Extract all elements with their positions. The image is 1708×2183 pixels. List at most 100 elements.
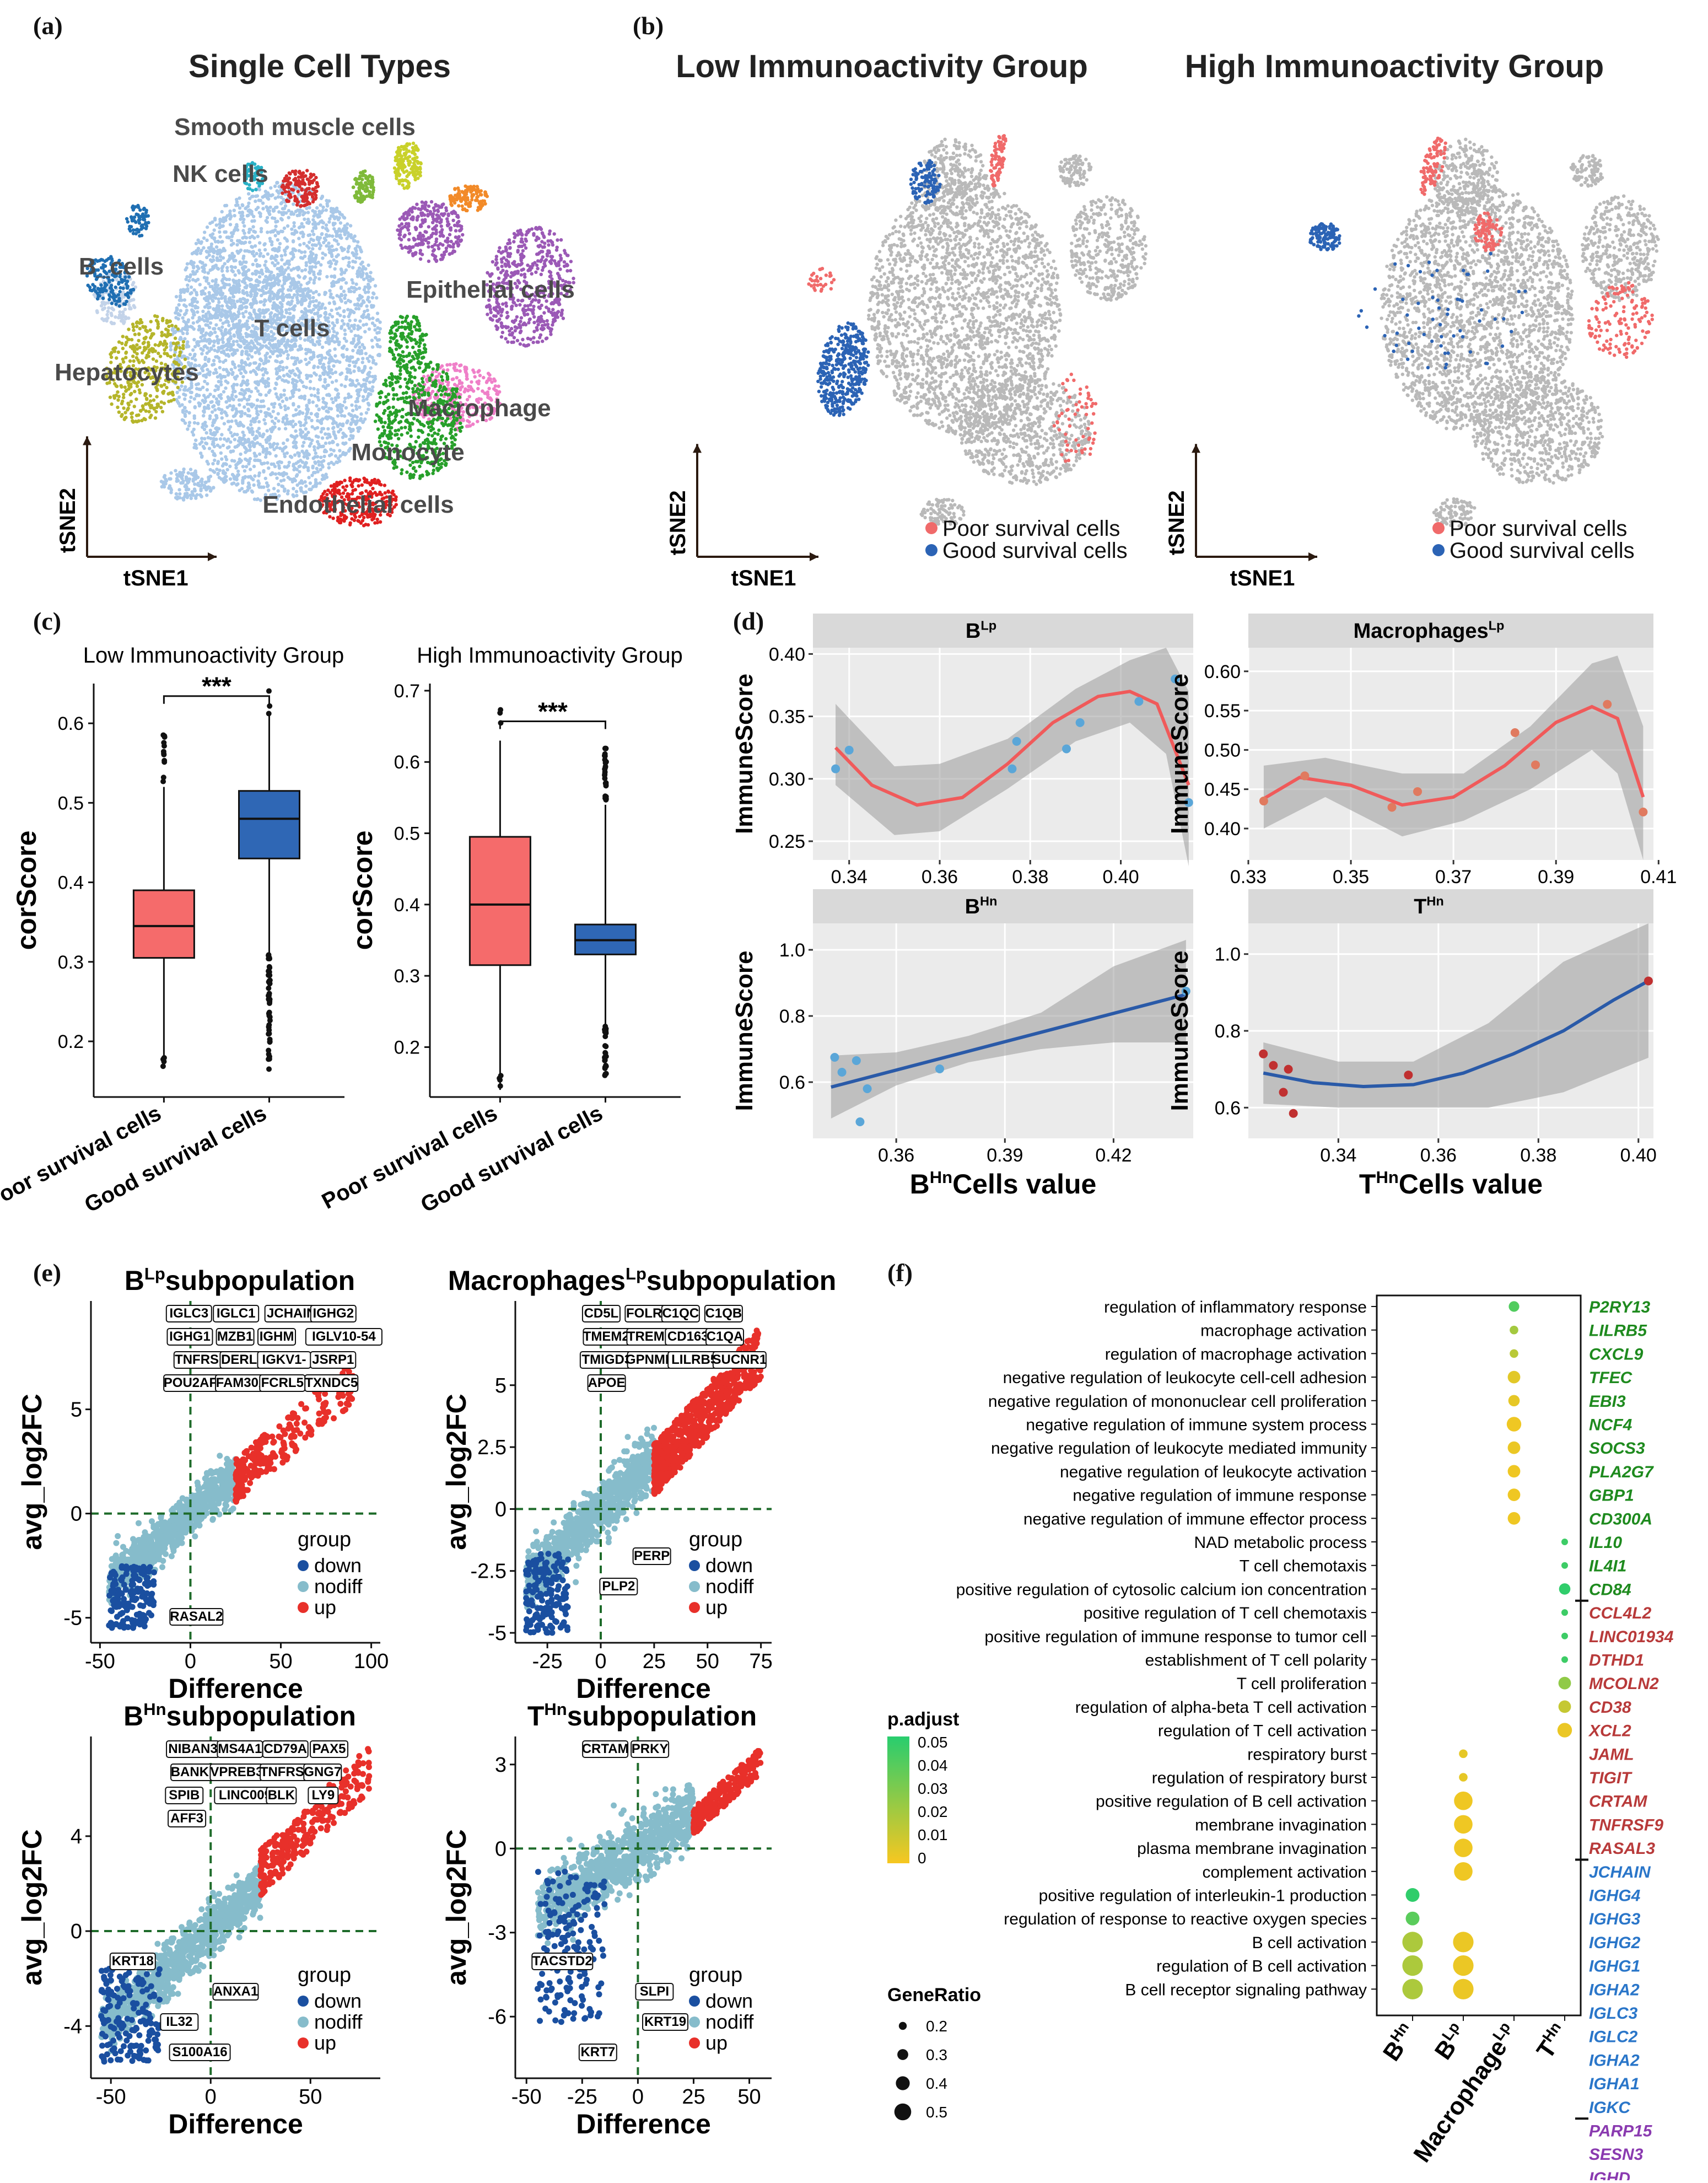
- cell-point: [327, 199, 331, 203]
- cell-point: [219, 411, 224, 415]
- cell-point: [337, 430, 341, 434]
- cell-point: [225, 369, 229, 373]
- cell-point: [202, 345, 206, 349]
- cell-point: [399, 163, 403, 168]
- cell-point: [212, 344, 215, 348]
- cell-point: [132, 281, 136, 284]
- cell-point: [358, 405, 362, 409]
- cell-point: [263, 493, 268, 497]
- cell-point: [241, 256, 245, 260]
- cell-point: [236, 439, 241, 443]
- cell-point: [255, 264, 260, 268]
- cell-point: [236, 469, 240, 474]
- cell-point: [177, 298, 182, 302]
- cell-point: [231, 414, 236, 418]
- cell-point: [205, 238, 209, 242]
- cell-point: [367, 407, 370, 411]
- cell-point: [336, 414, 340, 418]
- cell-point: [241, 221, 245, 224]
- cell-point: [263, 193, 267, 197]
- cell-point: [223, 410, 227, 414]
- cell-point: [362, 420, 365, 424]
- cell-point: [291, 252, 295, 256]
- cell-point: [252, 451, 256, 455]
- cell-point: [212, 308, 216, 311]
- cell-point: [351, 281, 355, 285]
- cell-point: [367, 313, 370, 317]
- cell-point: [238, 240, 242, 244]
- cell-point: [211, 449, 214, 453]
- cell-point: [197, 401, 201, 405]
- cell-point: [306, 294, 310, 299]
- cell-point: [322, 362, 326, 367]
- cell-point: [252, 344, 256, 348]
- cell-point: [370, 356, 374, 359]
- cell-point: [268, 434, 272, 438]
- cell-point: [257, 308, 262, 312]
- cell-point: [137, 388, 142, 392]
- cell-point: [411, 141, 416, 146]
- cell-point: [122, 392, 126, 396]
- cell-point: [365, 308, 369, 313]
- cell-point: [287, 190, 290, 194]
- cell-point: [213, 217, 217, 221]
- cell-point: [156, 402, 160, 406]
- cell-point: [312, 304, 316, 308]
- cell-point: [302, 423, 306, 427]
- cell-point: [248, 394, 252, 399]
- cell-point: [217, 300, 221, 304]
- cell-point: [261, 433, 266, 437]
- cell-point: [164, 482, 168, 486]
- cell-point: [332, 324, 336, 327]
- cell-point: [229, 291, 233, 295]
- cell-point: [138, 326, 142, 331]
- cell-point: [209, 347, 213, 351]
- cell-point: [227, 324, 231, 327]
- cell-point: [326, 316, 330, 320]
- cell-point: [202, 246, 206, 250]
- cell-point: [206, 395, 210, 399]
- cell-point: [338, 212, 342, 216]
- cell-point: [273, 184, 277, 188]
- cell-point: [212, 395, 216, 399]
- cell-point: [283, 252, 287, 257]
- cell-point: [196, 238, 200, 242]
- cell-point: [289, 288, 293, 292]
- cell-point: [298, 421, 303, 424]
- cell-point: [231, 390, 235, 394]
- cell-point: [160, 330, 164, 335]
- cell-point: [333, 354, 337, 358]
- cell-point: [274, 224, 278, 228]
- cell-point: [359, 418, 363, 422]
- cell-point: [198, 283, 202, 287]
- cell-point: [272, 350, 277, 353]
- cell-point: [413, 156, 417, 160]
- cell-point: [277, 210, 281, 214]
- cell-point: [300, 449, 304, 453]
- cell-point: [236, 482, 240, 486]
- cell-point: [277, 464, 281, 468]
- cell-point: [179, 329, 184, 333]
- cell-point: [165, 319, 169, 322]
- cell-point: [317, 241, 321, 245]
- cell-point: [346, 250, 350, 254]
- cell-point: [278, 402, 282, 407]
- cell-point: [317, 209, 321, 213]
- cell-point: [310, 265, 314, 269]
- cell-point: [354, 407, 359, 411]
- cell-point: [137, 221, 142, 225]
- cell-point: [335, 206, 339, 210]
- cell-point: [174, 345, 179, 349]
- cell-point: [336, 337, 340, 341]
- cell-point: [283, 404, 287, 408]
- cell-point: [166, 392, 170, 396]
- cell-point: [303, 191, 308, 196]
- cell-point: [354, 307, 358, 311]
- cell-point: [276, 195, 281, 199]
- cell-point: [277, 375, 281, 379]
- cell-point: [343, 328, 347, 332]
- cell-point: [281, 420, 285, 424]
- cell-point: [346, 231, 350, 235]
- cell-point: [141, 405, 145, 408]
- cell-point: [134, 420, 138, 423]
